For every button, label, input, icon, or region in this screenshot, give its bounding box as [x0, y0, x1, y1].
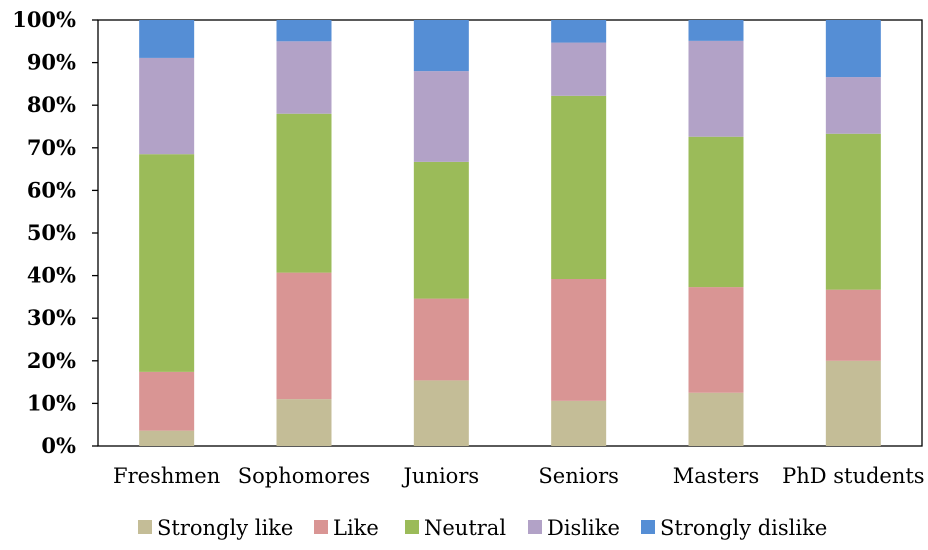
bar-segment-dislike [276, 41, 332, 114]
bar-segment-dislike [688, 40, 744, 137]
x-tick-label: Freshmen [113, 464, 220, 488]
y-axis-ticks: 0% 10% 20% 30% 40% 50% 60% 70% 80% 90% 100% [12, 7, 98, 458]
legend-swatch [528, 520, 542, 534]
legend-label: Strongly like [157, 516, 293, 540]
bar-segment-strongly-like [139, 430, 195, 446]
legend-swatch [405, 520, 419, 534]
bar-segment-neutral [276, 113, 332, 273]
x-axis-ticks: Freshmen Sophomores Juniors Seniors Masters P… [113, 464, 925, 488]
bar-segment-neutral [688, 136, 744, 288]
bar-segment-dislike [551, 42, 607, 96]
bar-segment-strongly-like [825, 360, 881, 446]
bar-segment-neutral [825, 133, 881, 290]
bar-segment-strongly-like [413, 380, 469, 446]
bar-segment-like [139, 371, 195, 431]
bar-segment-like [688, 287, 744, 393]
bars [139, 20, 881, 446]
legend-swatch [138, 520, 152, 534]
plot-frame [97, 19, 923, 447]
y-tick-label: 80% [27, 92, 76, 117]
bar-segment-strongly-dislike [139, 20, 195, 58]
bar-segment-strongly-like [688, 392, 744, 446]
bar-segment-strongly-dislike [276, 20, 332, 42]
bar-segment-like [551, 279, 607, 401]
y-tick-label: 20% [27, 348, 76, 373]
bar-segment-like [276, 272, 332, 400]
bar-segment-strongly-dislike [551, 20, 607, 43]
bar-segment-strongly-dislike [413, 20, 469, 72]
bar-segment-neutral [139, 154, 195, 372]
bar-segment-strongly-like [551, 400, 607, 446]
bar-segment-neutral [413, 161, 469, 299]
bar-segment-neutral [551, 95, 607, 280]
bar-segment-strongly-dislike [688, 20, 744, 41]
y-tick-label: 0% [41, 433, 76, 458]
y-tick-label: 60% [27, 177, 76, 202]
y-tick-label: 50% [27, 220, 76, 245]
x-tick-label: Sophomores [238, 464, 370, 488]
x-tick-label: Seniors [538, 464, 619, 488]
bar-segment-dislike [413, 71, 469, 162]
y-tick-label: 70% [27, 135, 76, 160]
bar-segment-like [825, 289, 881, 361]
bar-segment-like [413, 298, 469, 381]
x-tick-label: PhD students [782, 464, 925, 488]
legend-swatch [641, 520, 655, 534]
plot-area-border [97, 19, 923, 447]
y-tick-label: 40% [27, 263, 76, 288]
legend-label: Strongly dislike [660, 516, 827, 540]
legend-label: Like [333, 516, 379, 540]
bar-segment-strongly-dislike [825, 20, 881, 78]
legend: Strongly like Like Neutral Dislike Strongly … [138, 516, 827, 540]
y-tick-label: 30% [27, 305, 76, 330]
legend-swatch [314, 520, 328, 534]
x-tick-label: Juniors [402, 464, 480, 488]
y-tick-label: 90% [27, 50, 76, 75]
y-tick-label: 100% [12, 7, 76, 32]
y-tick-label: 10% [27, 390, 76, 415]
legend-label: Dislike [547, 516, 620, 540]
x-tick-label: Masters [673, 464, 759, 488]
legend-label: Neutral [424, 516, 506, 540]
bar-segment-strongly-like [276, 399, 332, 446]
bar-segment-dislike [139, 57, 195, 155]
bar-segment-dislike [825, 77, 881, 134]
